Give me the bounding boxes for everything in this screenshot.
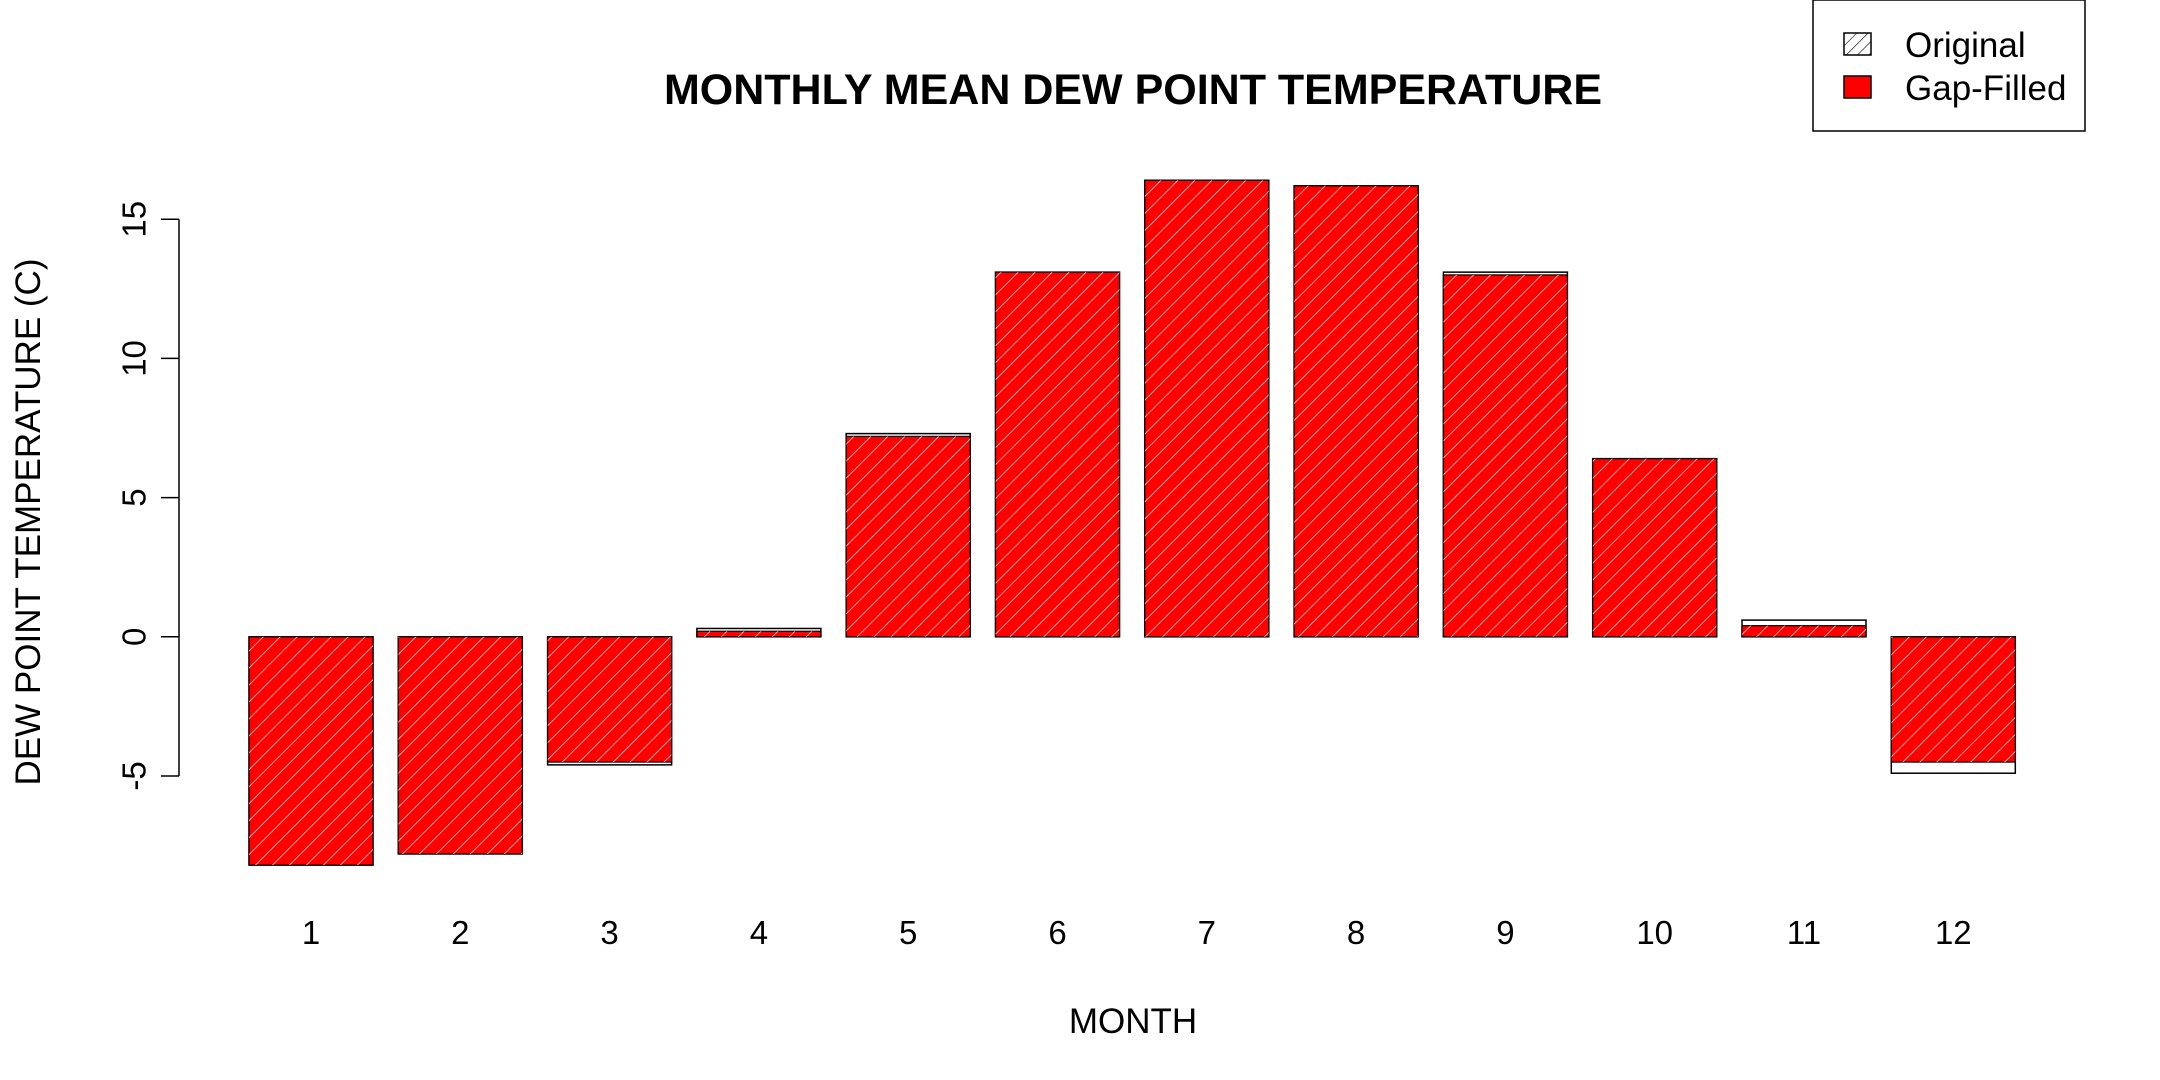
x-tick-labels: 1 2 3 4 5 6 7 8 9 10 11 12 xyxy=(302,914,1972,951)
chart-title: MONTHLY MEAN DEW POINT TEMPERATURE xyxy=(664,66,1602,114)
y-tick-label: 0 xyxy=(116,628,153,646)
x-tick-label: 11 xyxy=(1787,914,1821,951)
x-tick-label: 3 xyxy=(600,914,618,951)
x-tick-label: 7 xyxy=(1198,914,1216,951)
x-tick-label: 10 xyxy=(1636,914,1673,951)
legend-box xyxy=(1812,0,2086,132)
y-tick-label: -5 xyxy=(116,761,153,790)
legend: Original Gap-Filled xyxy=(1812,0,2086,132)
legend-label-gap-filled: Gap-Filled xyxy=(1905,69,2066,108)
legend-swatch-original xyxy=(1843,32,1872,56)
bar-hatch xyxy=(995,272,1120,637)
x-tick-label: 4 xyxy=(750,914,768,951)
bar-hatch xyxy=(696,631,821,637)
y-tick-label: 5 xyxy=(116,488,153,506)
x-tick-label: 6 xyxy=(1048,914,1066,951)
x-tick-label: 5 xyxy=(899,914,917,951)
x-tick-label: 12 xyxy=(1935,914,1972,951)
bar-hatch xyxy=(846,436,971,637)
bar-hatch xyxy=(398,636,523,854)
y-axis-label: DEW POINT TEMPERATURE (C) xyxy=(9,259,48,786)
y-tick-label: 15 xyxy=(116,201,153,238)
legend-swatch-gap-filled xyxy=(1843,75,1872,99)
x-tick-label: 1 xyxy=(302,914,320,951)
y-axis: -5 0 5 10 15 xyxy=(116,201,180,791)
bars xyxy=(248,179,2017,866)
x-tick-label: 8 xyxy=(1347,914,1365,951)
bar-hatch xyxy=(1443,274,1568,637)
x-axis-label: MONTH xyxy=(1069,1002,1197,1041)
bar-hatch xyxy=(1592,458,1717,637)
bar-hatch xyxy=(1144,180,1269,637)
bar-hatch xyxy=(1742,625,1866,637)
bar-hatch xyxy=(249,636,373,866)
bar-hatch xyxy=(1891,636,2016,763)
bar-hatch xyxy=(547,636,672,763)
bar-hatch xyxy=(1294,185,1419,637)
x-tick-label: 9 xyxy=(1496,914,1514,951)
legend-label-original: Original xyxy=(1905,26,2026,65)
y-tick-label: 10 xyxy=(116,340,153,377)
x-tick-label: 2 xyxy=(451,914,469,951)
